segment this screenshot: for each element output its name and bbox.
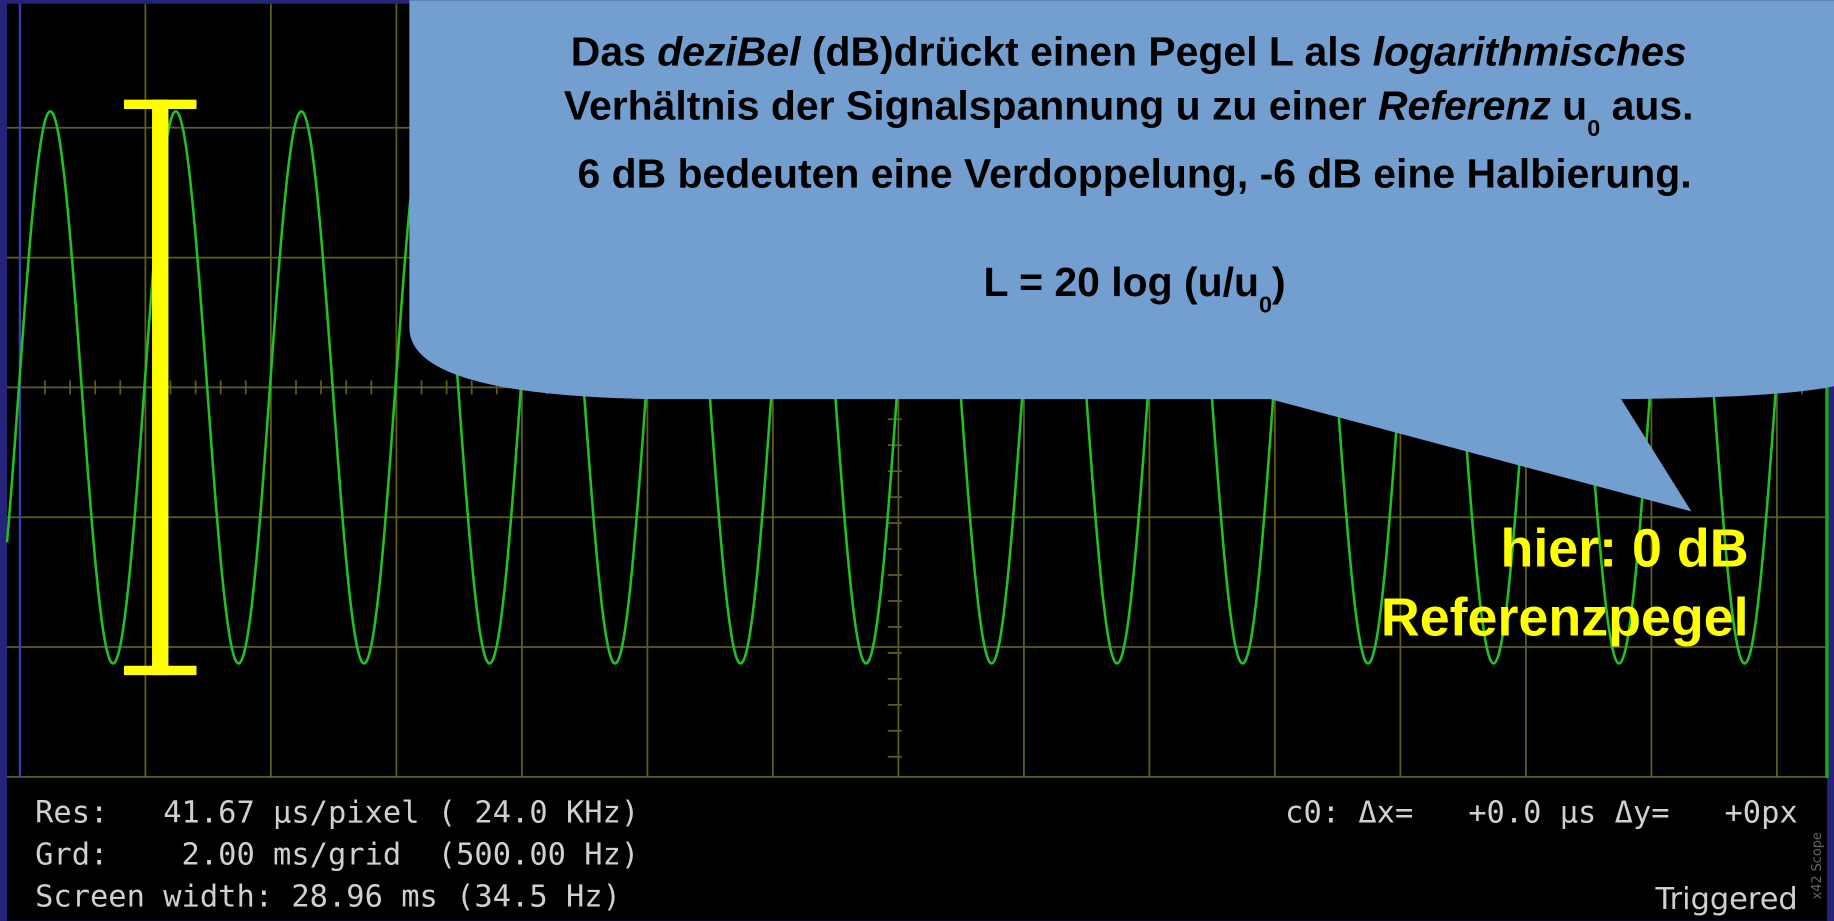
level-bar-stem [152, 99, 169, 676]
text: ) [1272, 259, 1286, 305]
text: Das [571, 29, 657, 75]
annotation: hier: 0 dB [1501, 518, 1749, 578]
trigger-state: Triggered [1655, 882, 1798, 917]
text: u [1551, 83, 1587, 129]
text: aus. [1600, 83, 1693, 129]
level-bar [123, 99, 197, 676]
status-panel [7, 778, 1827, 921]
brand: x42 Scope [1810, 832, 1825, 899]
status-res: Res: 41.67 µs/pixel ( 24.0 KHz) [35, 796, 639, 831]
level-bar-bottom [123, 665, 197, 676]
text: Verhältnis der Signalspannung u zu einer [564, 83, 1378, 129]
text: deziBel [657, 29, 802, 75]
text: logarithmisches [1373, 29, 1687, 75]
formula: L = 20 log (u/u0) [983, 259, 1285, 317]
subscript: 0 [1259, 292, 1272, 318]
callout-line: 6 dB bedeuten eine Verdoppelung, -6 dB e… [577, 150, 1691, 196]
text: Referenz [1378, 83, 1551, 129]
subscript: 0 [1587, 115, 1600, 141]
callout-line: Das deziBel (dB)drückt einen Pegel L als… [571, 29, 1687, 75]
text: L = 20 log (u/u [983, 259, 1259, 305]
status-width: Screen width: 28.96 ms (34.5 Hz) [35, 880, 621, 915]
status-grid: Grd: 2.00 ms/grid (500.00 Hz) [35, 838, 639, 873]
annotation: Referenzpegel [1381, 587, 1749, 647]
cursor-readout: c0: Δx= +0.0 µs Δy= +0px [1285, 796, 1798, 831]
callout-line: Verhältnis der Signalspannung u zu einer… [564, 83, 1694, 141]
speech-bubble [409, 0, 1834, 512]
text: (dB)drückt einen Pegel L als [801, 29, 1373, 75]
